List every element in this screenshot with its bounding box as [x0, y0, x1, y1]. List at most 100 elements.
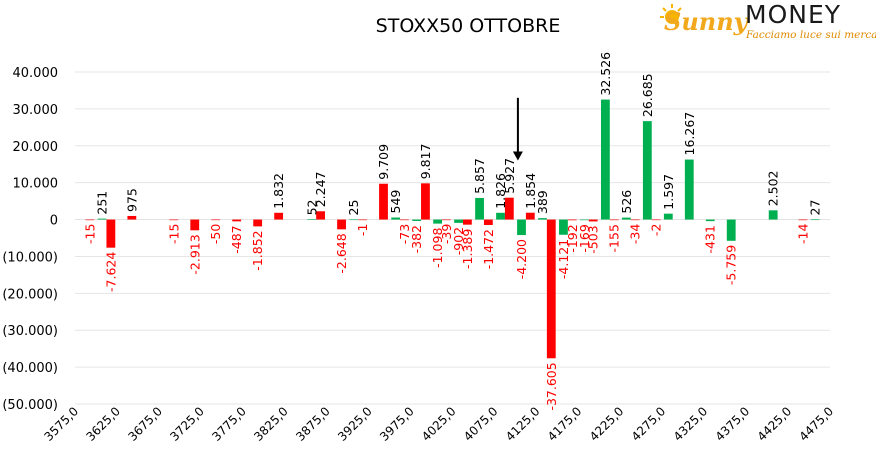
data-label: -155 [607, 224, 622, 252]
data-label: 25 [346, 200, 361, 216]
data-label: 5.857 [472, 158, 487, 194]
bar [190, 219, 200, 231]
bar [462, 219, 472, 225]
logo-main: MONEY [745, 0, 841, 29]
data-label: 52 [304, 199, 319, 215]
x-tick-label: 3875,0 [293, 404, 333, 444]
bar [85, 219, 95, 221]
data-label: 1.597 [661, 174, 676, 210]
x-tick-label: 3725,0 [167, 404, 207, 444]
bar [546, 219, 556, 359]
data-label: 27 [808, 200, 823, 216]
bar [253, 219, 263, 227]
data-label: 9.817 [418, 144, 433, 180]
bar [475, 197, 484, 220]
x-tick-label: 4225,0 [587, 404, 627, 444]
bar [504, 197, 514, 220]
bar [621, 217, 631, 220]
data-label: -4.121 [556, 239, 571, 279]
data-label: 1.826 [493, 173, 508, 209]
bar [421, 183, 430, 220]
bar [433, 219, 443, 224]
y-tick-label: 40.000 [13, 66, 59, 81]
x-tick-label: 3775,0 [209, 404, 249, 444]
bar [442, 219, 451, 221]
bar [232, 219, 242, 222]
data-label: -1.472 [481, 229, 496, 269]
bar [663, 213, 673, 220]
logo-tagline: Facciamo luce sui mercati [745, 29, 876, 41]
bar [609, 219, 619, 221]
y-tick-label: (40.000) [2, 361, 58, 376]
data-label: -37.605 [544, 362, 559, 410]
data-label: 526 [619, 190, 634, 214]
bar [483, 219, 493, 225]
bar [211, 219, 221, 221]
data-label: -431 [703, 225, 718, 253]
annotations [512, 97, 523, 161]
x-tick-label: 4325,0 [671, 404, 711, 444]
bar [588, 219, 598, 222]
bar [349, 219, 359, 221]
bar [358, 219, 367, 221]
bar [768, 210, 778, 220]
data-label: -15 [82, 224, 97, 244]
bar [630, 219, 640, 221]
data-label: -1.389 [460, 229, 475, 269]
bar [580, 219, 589, 221]
data-label: -487 [229, 225, 244, 253]
y-tick-label: 20.000 [13, 140, 59, 155]
arrow-head-icon [512, 151, 523, 161]
data-label: -1.852 [250, 230, 265, 270]
y-tick-label: 0 [50, 214, 58, 229]
bar [97, 218, 107, 220]
gridlines [75, 71, 830, 405]
data-label: -1 [355, 224, 370, 236]
y-tick-label: 10.000 [13, 177, 59, 192]
data-label: -73 [397, 224, 412, 244]
bars [85, 99, 820, 359]
bar [538, 218, 547, 220]
bar [379, 183, 388, 220]
data-label: -2.913 [187, 234, 202, 274]
data-label: 26.685 [640, 73, 655, 117]
logo-script: Sunny [664, 7, 750, 36]
data-label: -5.759 [724, 245, 739, 285]
data-label: -15 [166, 224, 181, 244]
x-tick-label: 4275,0 [629, 404, 669, 444]
data-label: 549 [388, 190, 403, 214]
chart-title: STOXX50 OTTOBRE [376, 15, 561, 37]
data-label: 1.832 [271, 173, 286, 209]
data-label: -1.098 [430, 228, 445, 268]
data-label: -50 [208, 224, 223, 244]
bar [559, 219, 568, 235]
data-label: -4.200 [514, 239, 529, 279]
x-tick-label: 4425,0 [755, 404, 795, 444]
data-label: 2.247 [313, 172, 328, 208]
bar [169, 219, 179, 221]
bar [454, 219, 463, 223]
data-label: 975 [124, 188, 139, 212]
y-tick-label: (30.000) [2, 324, 58, 339]
data-label: -7.624 [103, 252, 118, 292]
data-label: -34 [628, 224, 643, 244]
x-tick-label: 4075,0 [461, 404, 501, 444]
bar [810, 219, 820, 221]
data-label: 32.526 [598, 52, 613, 96]
bar [496, 212, 505, 220]
x-tick-label: 3675,0 [125, 404, 165, 444]
bar [391, 217, 401, 220]
data-label: -902 [451, 227, 466, 255]
y-axis: 40.000 30.000 20.000 10.000 0 (10.000) (20.000… [2, 66, 58, 413]
data-label: 389 [535, 190, 550, 214]
data-label: -382 [409, 225, 424, 253]
bar [307, 219, 317, 220]
bar [106, 219, 116, 248]
x-tick-label: 4475,0 [797, 404, 837, 444]
data-labels: 251 52 25 549 -382 -1.098 -902 5.857 1.826 -4.200… [82, 52, 822, 411]
data-label: -2.648 [334, 233, 349, 273]
data-label: 16.267 [682, 112, 697, 156]
bar [525, 212, 535, 220]
bar [400, 219, 409, 221]
